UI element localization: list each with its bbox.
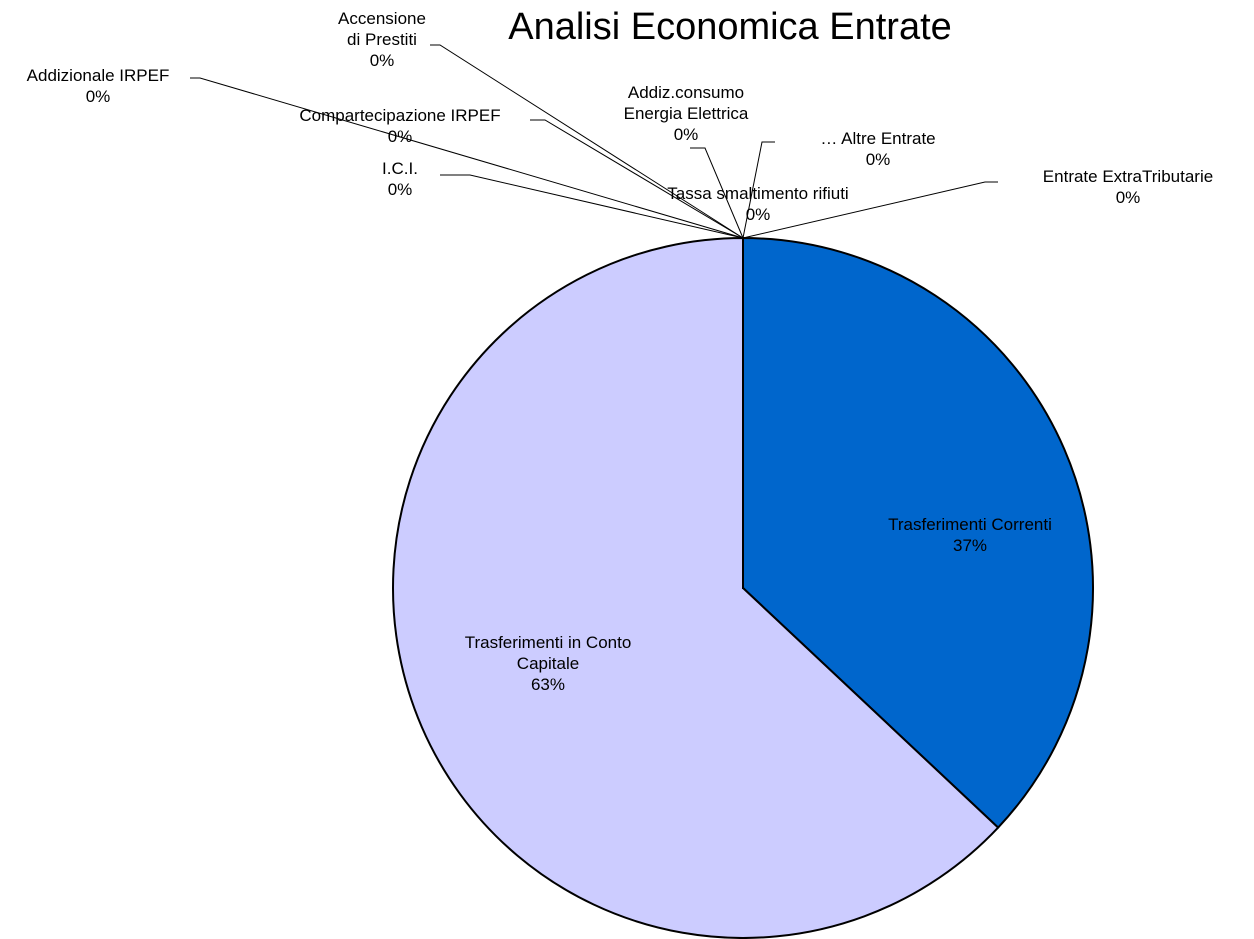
pie-slice (392, 237, 1000, 939)
data-label: Entrate ExtraTributarie 0% (1043, 166, 1213, 208)
value-label: 0% (1115, 188, 1141, 207)
value-label: 0% (673, 125, 699, 144)
data-label: Addizionale IRPEF 0% (27, 65, 170, 107)
leader-line (742, 141, 775, 239)
value-label: 0% (865, 150, 891, 169)
data-label: Trasferimenti in Conto Capitale 63% (465, 632, 632, 695)
value-label: 37% (952, 536, 988, 555)
data-label: I.C.I. 0% (382, 158, 418, 200)
category-label: Entrate ExtraTributarie (1042, 167, 1214, 186)
value-label: 0% (387, 127, 413, 146)
category-label: … Altre Entrate (820, 129, 936, 148)
category-label: Trasferimenti Correnti (888, 515, 1052, 534)
category-label: Tassa smaltimento rifiuti (667, 184, 849, 203)
category-label: Addizionale IRPEF (26, 66, 170, 85)
data-label: Addiz.consumo Energia Elettrica 0% (624, 82, 749, 145)
value-label: 0% (85, 87, 111, 106)
pie-slice (742, 237, 1094, 829)
data-label: Accensione di Prestiti 0% (338, 8, 426, 71)
category-label: I.C.I. (382, 159, 418, 178)
value-label: 0% (369, 51, 395, 70)
category-label: Compartecipazione IRPEF (299, 106, 501, 125)
category-label: Accensione di Prestiti (338, 9, 426, 49)
data-label: Tassa smaltimento rifiuti 0% (667, 183, 848, 225)
value-label: 63% (530, 675, 566, 694)
leader-line (190, 77, 744, 239)
leader-line (690, 147, 744, 239)
category-label: Addiz.consumo Energia Elettrica (623, 83, 749, 123)
leader-line (530, 119, 744, 239)
data-label: Compartecipazione IRPEF 0% (299, 105, 500, 147)
value-label: 0% (745, 205, 771, 224)
data-label: … Altre Entrate 0% (820, 128, 935, 170)
leader-line (430, 44, 744, 239)
category-label: Trasferimenti in Conto Capitale (464, 633, 632, 673)
leader-line (742, 181, 998, 239)
data-label: Trasferimenti Correnti 37% (888, 514, 1052, 556)
chart-title: Analisi Economica Entrate (508, 6, 952, 48)
leader-line (440, 174, 744, 239)
value-label: 0% (387, 180, 413, 199)
